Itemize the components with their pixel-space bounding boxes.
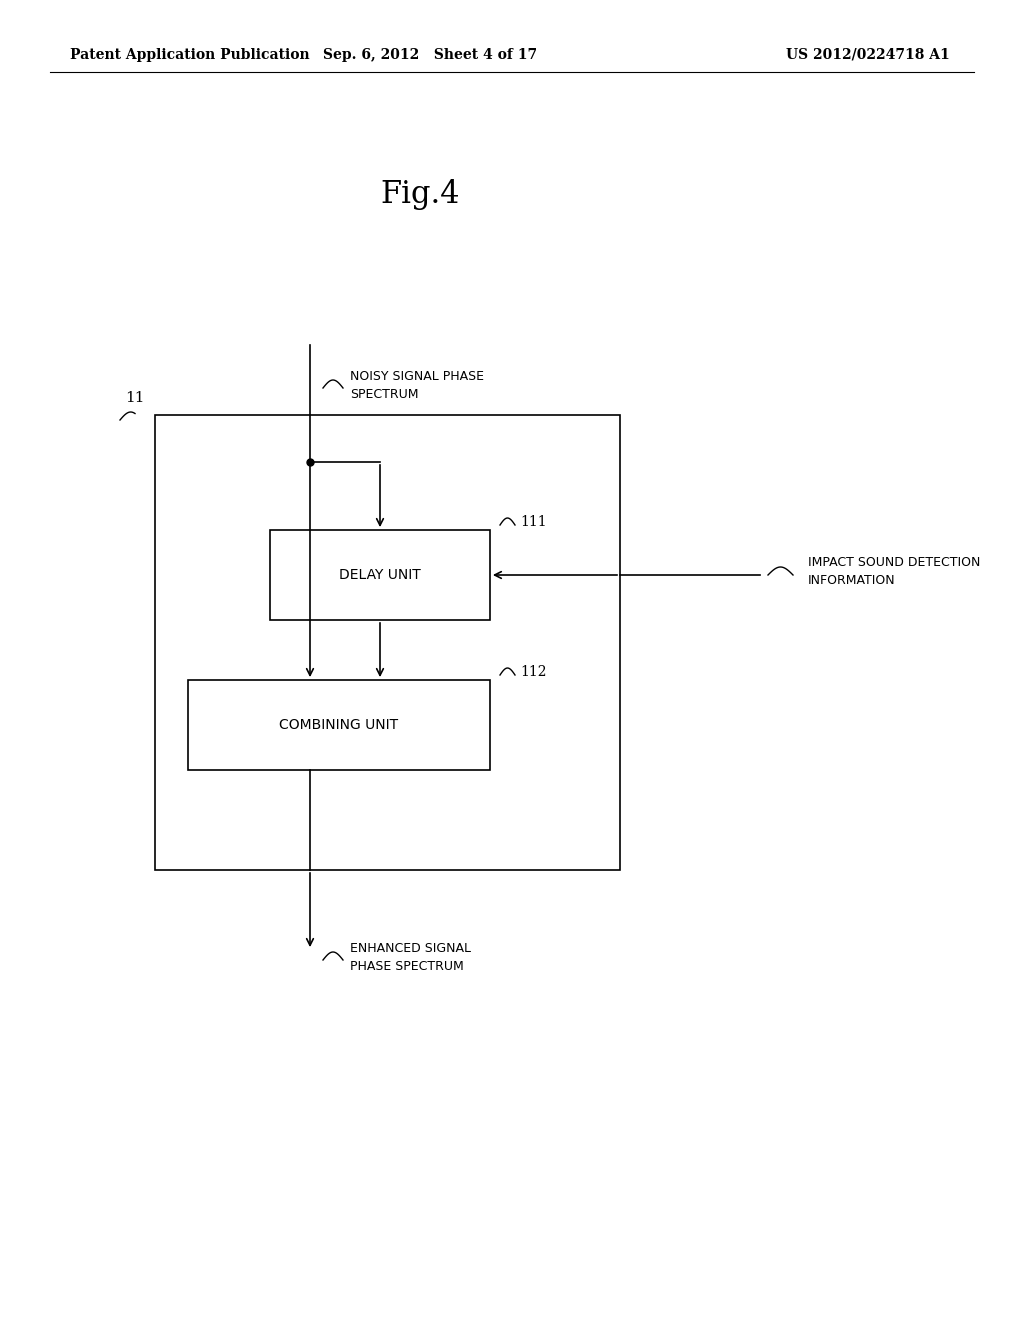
Bar [188,680,490,770]
Text: ENHANCED SIGNAL
PHASE SPECTRUM: ENHANCED SIGNAL PHASE SPECTRUM [350,942,471,974]
Text: 112: 112 [520,665,547,678]
Text: NOISY SIGNAL PHASE
SPECTRUM: NOISY SIGNAL PHASE SPECTRUM [350,371,484,401]
Text: US 2012/0224718 A1: US 2012/0224718 A1 [786,48,950,62]
Text: 111: 111 [520,515,547,529]
Text: IMPACT SOUND DETECTION
INFORMATION: IMPACT SOUND DETECTION INFORMATION [808,556,980,586]
Text: Patent Application Publication: Patent Application Publication [70,48,309,62]
Text: DELAY UNIT: DELAY UNIT [339,568,421,582]
Bar [155,414,620,870]
Text: Sep. 6, 2012   Sheet 4 of 17: Sep. 6, 2012 Sheet 4 of 17 [323,48,537,62]
Text: Fig.4: Fig.4 [380,180,460,210]
Text: 11: 11 [126,391,145,405]
Bar [270,531,490,620]
Text: COMBINING UNIT: COMBINING UNIT [280,718,398,733]
